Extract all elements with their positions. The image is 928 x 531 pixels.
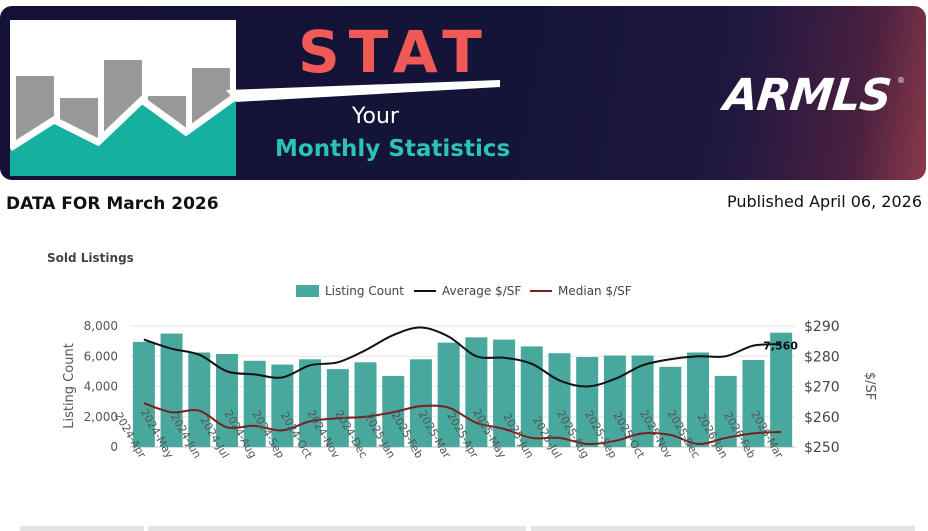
y-right-tick-label: $290 — [804, 319, 840, 335]
bar-listing-count — [742, 360, 765, 447]
legend-swatch-listing-count — [296, 285, 319, 297]
banner-subtitle-line2: Monthly Statistics — [275, 136, 511, 162]
bar-listing-count — [520, 346, 543, 447]
y-left-tick-label: 0 — [110, 440, 118, 454]
bar-listing-count — [576, 357, 599, 447]
bar-listing-count — [493, 339, 516, 447]
y-left-tick-label: 4,000 — [84, 380, 118, 394]
y-right-tick-label: $270 — [804, 380, 840, 396]
banner-title: STAT — [298, 18, 491, 86]
y-left-tick-label: 2,000 — [84, 410, 118, 424]
y-right-tick-label: $280 — [804, 349, 840, 365]
chart-legend: Listing Count Average $/SF Median $/SF — [296, 284, 632, 298]
bar-listing-count — [326, 369, 349, 447]
bar-listing-count — [160, 333, 183, 447]
armls-logo: ARMLS — [721, 70, 894, 121]
y-right-tick-label: $250 — [804, 440, 840, 456]
banner-chart-graphic — [8, 20, 239, 176]
y-axis-right-title: $/SF — [862, 372, 877, 400]
banner-chart-icon — [8, 60, 239, 176]
bar-listing-count — [659, 366, 682, 447]
panel-title: Sold Listings — [47, 251, 134, 265]
y-right-tick-label: $260 — [804, 410, 840, 426]
legend-label-median: Median $/SF — [558, 284, 632, 298]
y-left-tick-label: 8,000 — [84, 319, 118, 333]
bar-listing-count — [631, 355, 654, 447]
bar-listing-count — [188, 352, 211, 447]
bar-listing-count — [271, 364, 294, 447]
legend-label-listing-count: Listing Count — [325, 284, 404, 298]
bar-listing-count — [354, 362, 377, 447]
bar-listing-count — [603, 355, 626, 447]
panel-edge — [20, 526, 144, 531]
data-period: DATA FOR March 2026 — [6, 194, 219, 214]
line-average-sf — [143, 326, 782, 388]
bar-listing-count — [299, 359, 322, 447]
registered-mark: ® — [897, 76, 905, 85]
bar-listing-count — [687, 352, 710, 447]
panel-edge — [148, 526, 526, 531]
published-date: Published April 06, 2026 — [726, 192, 922, 211]
banner-swoosh — [226, 80, 500, 102]
sold-listings-chart: Listing Count Average $/SF Median $/SF L… — [62, 284, 877, 461]
y-left-tick-label: 6,000 — [84, 349, 118, 363]
panel-edge — [531, 526, 915, 531]
bar-listing-count — [770, 332, 793, 447]
legend-label-average: Average $/SF — [442, 284, 521, 298]
bar-listing-count — [409, 359, 432, 447]
bar-listing-count — [132, 341, 155, 447]
y-axis-left-title: Listing Count — [62, 343, 77, 429]
banner-subtitle-line1: Your — [352, 104, 399, 129]
bar-data-label: 7,560 — [763, 340, 798, 353]
bar-listing-count — [714, 375, 737, 447]
line-median-sf — [143, 402, 782, 446]
bar-listing-count — [437, 342, 460, 447]
header-banner: STAT Your Monthly Statistics ARMLS ® — [0, 6, 926, 180]
